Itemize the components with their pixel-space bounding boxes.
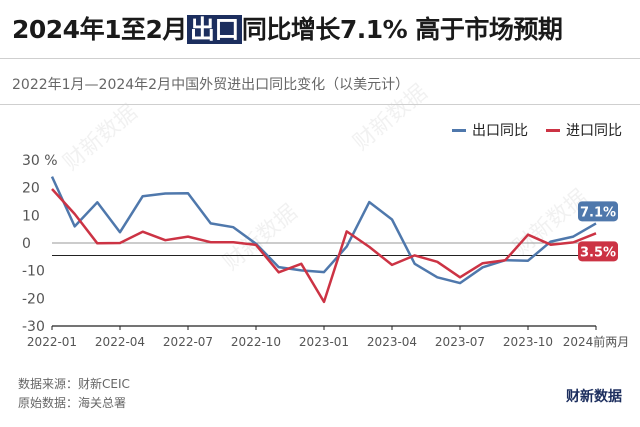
x-tick-label: 2022-01 xyxy=(27,335,77,349)
legend-swatch-export xyxy=(452,128,466,132)
legend-item-import: 进口同比 xyxy=(546,120,622,140)
legend-label-import: 进口同比 xyxy=(566,123,622,139)
x-tick-label: 2024前两月 xyxy=(563,334,630,349)
title-suffix: 同比增长7.1% 高于市场预期 xyxy=(241,15,563,44)
subtitle-divider xyxy=(0,104,640,105)
legend-item-export: 出口同比 xyxy=(452,120,528,140)
y-tick-label: -30 xyxy=(22,319,45,335)
y-tick-label: -10 xyxy=(22,264,45,280)
chart-subtitle: 2022年1月—2024年2月中国外贸进出口同比变化（以美元计） xyxy=(12,77,410,93)
title-highlight: 出口 xyxy=(186,15,242,44)
x-tick-label: 2023-07 xyxy=(435,335,485,349)
legend-swatch-import xyxy=(546,128,560,132)
title-divider xyxy=(0,58,640,59)
chart-title: 2024年1至2月 出口 同比增长7.1% 高于市场预期 xyxy=(12,10,563,46)
import-series-line xyxy=(51,188,597,304)
brand-logo: 财新数据 xyxy=(566,389,622,405)
import-end-badge xyxy=(578,241,618,262)
import-end-label: 3.5% xyxy=(580,245,616,260)
x-tick-label: 2022-07 xyxy=(163,335,213,349)
x-tick-label: 2023-10 xyxy=(503,335,553,349)
x-tick-label: 2023-01 xyxy=(299,335,349,349)
export-end-label: 7.1% xyxy=(580,205,616,220)
export-series-line xyxy=(50,176,597,285)
title-prefix: 2024年1至2月 xyxy=(12,15,187,44)
y-tick-label: 10 xyxy=(22,208,40,224)
legend-label-export: 出口同比 xyxy=(472,123,528,139)
source-note: 数据来源：财新CEIC xyxy=(18,377,130,391)
y-tick-label: 20 xyxy=(22,181,40,197)
footer-notes: 数据来源：财新CEIC 原始数据：海关总署 xyxy=(18,375,130,413)
y-tick-label: -20 xyxy=(22,291,45,307)
x-tick-label: 2022-10 xyxy=(231,335,281,349)
chart-legend: 出口同比 进口同比 xyxy=(452,120,622,140)
original-data-note: 原始数据：海关总署 xyxy=(18,396,127,410)
x-tick-label: 2022-04 xyxy=(95,335,145,349)
export-end-badge xyxy=(578,201,618,222)
y-tick-label: 30 % xyxy=(22,153,58,169)
y-tick-label: 0 xyxy=(22,236,31,252)
x-tick-label: 2023-04 xyxy=(367,335,417,349)
